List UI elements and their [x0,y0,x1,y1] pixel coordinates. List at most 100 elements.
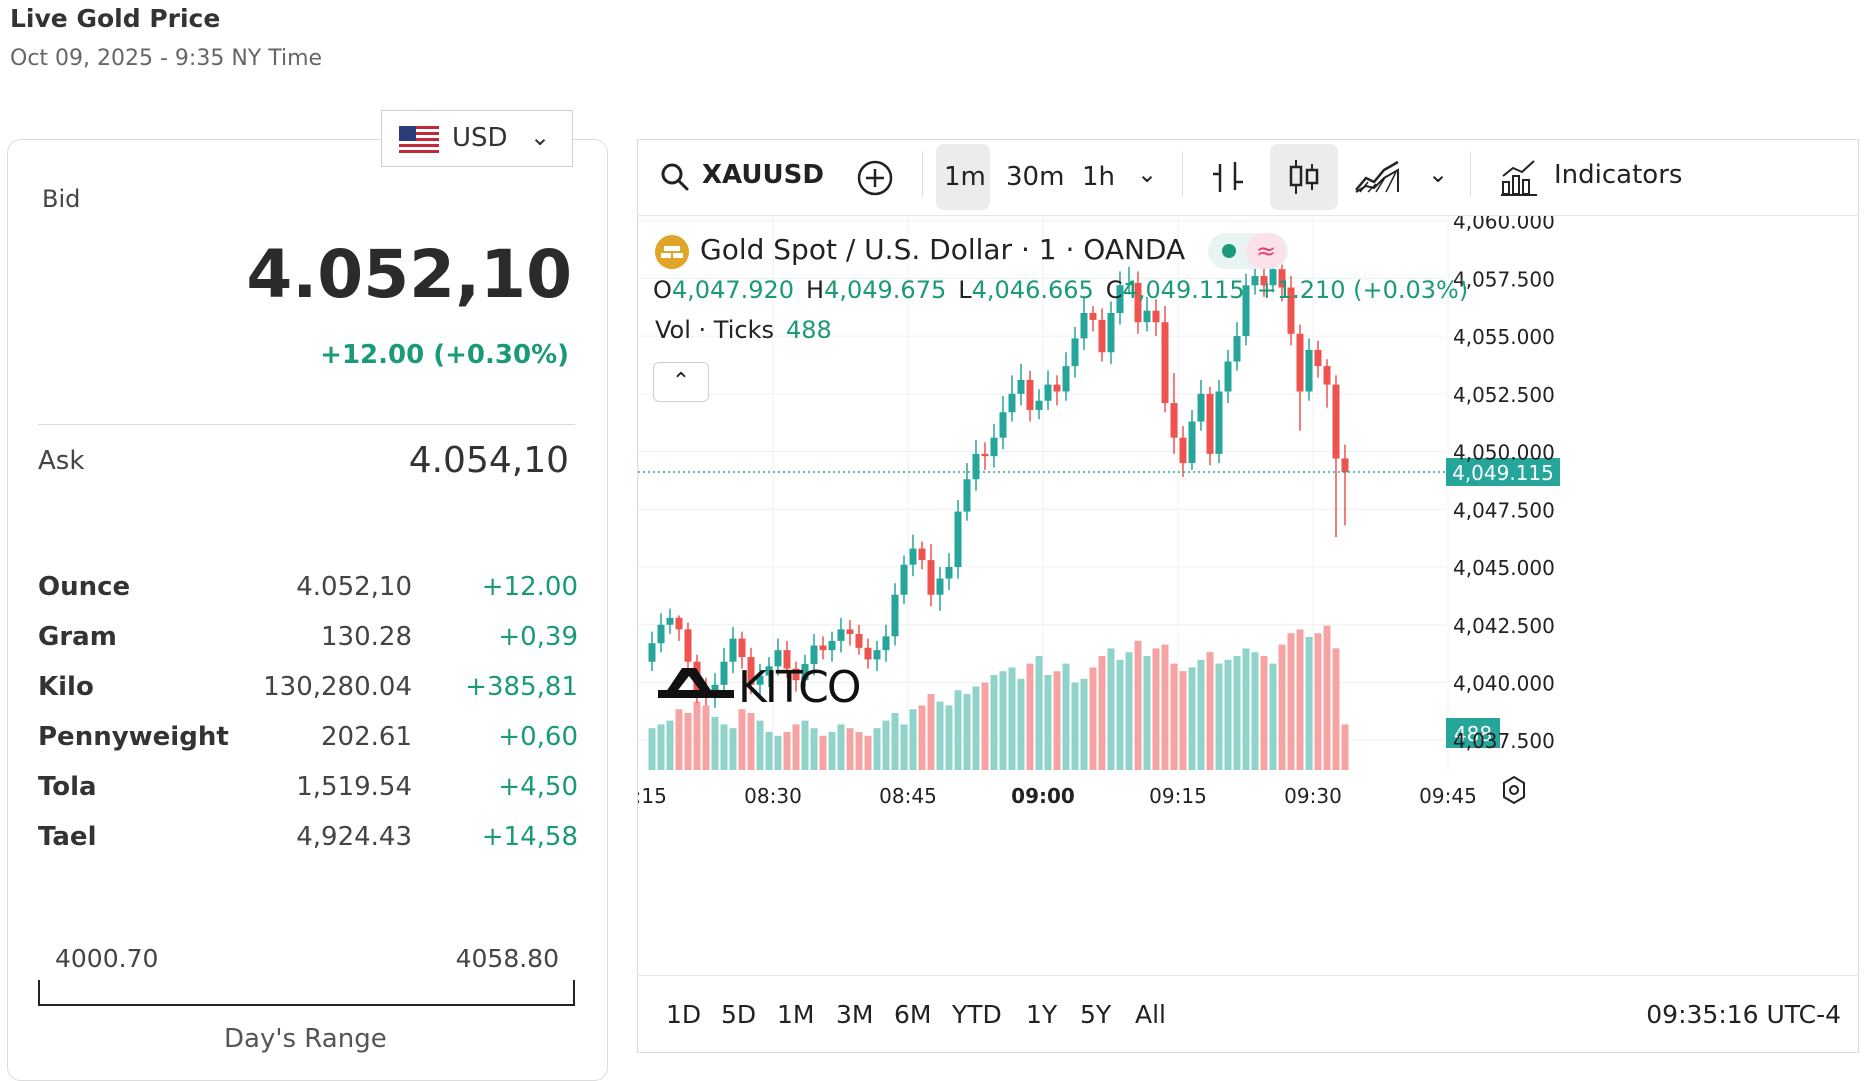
price-axis: 4,060.000 4,057.500 4,055.000 4,052.500 4,05… [638,216,1555,808]
candle-body [1323,366,1331,385]
close-label: C [1105,276,1123,304]
candle-body [1287,287,1295,334]
candle-body [981,453,989,457]
day-range-high: 4058.80 [455,944,559,973]
range-6m[interactable]: 6M [894,1000,932,1029]
volume-bar [1071,682,1079,770]
volume-bar [1116,659,1124,770]
interval-1m[interactable]: 1m [944,162,986,192]
price-panel [7,139,608,1081]
interval-1h[interactable]: 1h [1082,162,1116,192]
area-chart-type-icon[interactable] [1354,160,1400,194]
candle-body [1152,310,1160,323]
volume-bar [1008,667,1016,770]
unit-name: Ounce [38,572,131,602]
toolbar-divider [1182,151,1183,197]
volume-label: Vol · Ticks [655,316,774,344]
unit-price: 4.052,10 [296,572,412,602]
volume-bar [1323,625,1331,770]
unit-price: 4,924.43 [296,822,412,852]
ask-label: Ask [38,446,85,476]
candle-body [1143,310,1151,323]
range-bar-border [637,975,1859,976]
currency-select[interactable]: USD ⌄ [381,110,573,167]
range-3m[interactable]: 3M [836,1000,874,1029]
chart-settings-icon[interactable] [1503,775,1525,805]
market-status-badge[interactable]: ≈ [1208,233,1288,269]
kitco-logo-bar [658,690,734,698]
candle-body [1080,312,1088,339]
interval-dropdown-icon[interactable]: ⌄ [1137,160,1158,188]
range-1d[interactable]: 1D [666,1000,702,1029]
candle-body [954,511,962,568]
range-ytd[interactable]: YTD [952,1000,1002,1029]
range-5y[interactable]: 5Y [1080,1000,1112,1029]
collapse-legend-button[interactable]: ⌃ [653,362,709,402]
time-tick-label: 09:15 [1149,784,1207,808]
market-open-dot [1222,244,1236,258]
candle-body [684,629,692,662]
price-tick-label: 4,047.500 [1453,498,1555,522]
volume-bar [945,705,953,770]
volume-bar [1017,678,1025,770]
unit-price: 202.61 [321,722,412,752]
range-1y[interactable]: 1Y [1026,1000,1058,1029]
volume-bars [648,625,1349,770]
search-icon[interactable] [660,162,690,192]
candle-body [1044,384,1052,401]
unit-change: +4,50 [498,772,578,802]
volume-bar [774,735,782,770]
candle-body [963,479,971,512]
price-tick-label: 4,040.000 [1453,671,1555,695]
volume-bar [1287,633,1295,770]
candle-body [1125,282,1133,286]
volume-bar [1314,633,1322,770]
volume-bar [1170,663,1178,770]
volume-value: 488 [785,316,832,344]
volume-bar [828,732,836,770]
candle-body [846,629,854,634]
wave-icon: ≈ [1246,233,1286,269]
volume-bar [873,728,881,770]
symbol-input[interactable]: XAUUSD [702,160,824,190]
interval-30m[interactable]: 30m [1006,162,1065,192]
candle-body [1251,276,1259,286]
candle-body [765,666,773,676]
candle-body [909,548,917,565]
volume-bar [1341,724,1349,770]
candle-chart-type-icon[interactable] [1288,158,1320,196]
candle-body [1305,349,1313,392]
volume-bar [1143,656,1151,770]
indicators-icon[interactable] [1500,158,1538,196]
volume-bar [666,720,674,770]
bar-chart-type-icon[interactable] [1211,160,1245,196]
volume-bar [1098,656,1106,770]
volume-bar [1188,667,1196,770]
range-1m[interactable]: 1M [777,1000,815,1029]
candle-body [1017,379,1025,394]
chart-type-dropdown-icon[interactable]: ⌄ [1428,160,1449,188]
candle-body [900,564,908,595]
volume-bar [1134,640,1142,770]
volume-bar [963,694,971,770]
candle-body [747,657,755,685]
high-label: H [806,276,825,304]
range-all[interactable]: All [1135,1000,1166,1029]
add-symbol-icon[interactable] [856,159,894,197]
kitco-logo-text: KITCO [738,662,860,713]
range-5d[interactable]: 5D [721,1000,757,1029]
candle-body [1161,322,1169,404]
volume-bar [1107,648,1115,770]
day-range-low: 4000.70 [55,944,159,973]
volume-bar [1206,652,1214,770]
price-tick-label: 4,060.000 [1453,216,1555,234]
volume-bar [1080,678,1088,770]
volume-bar [882,720,890,770]
volume-bar [1296,629,1304,770]
candle-body [837,629,845,641]
unit-row-kilo: Kilo 130,280.04 +385,81 [38,672,578,712]
chart-legend-title: Gold Spot / U.S. Dollar · 1 · OANDA [700,233,1186,266]
indicators-button[interactable]: Indicators [1554,160,1683,190]
volume-bar [675,709,683,770]
